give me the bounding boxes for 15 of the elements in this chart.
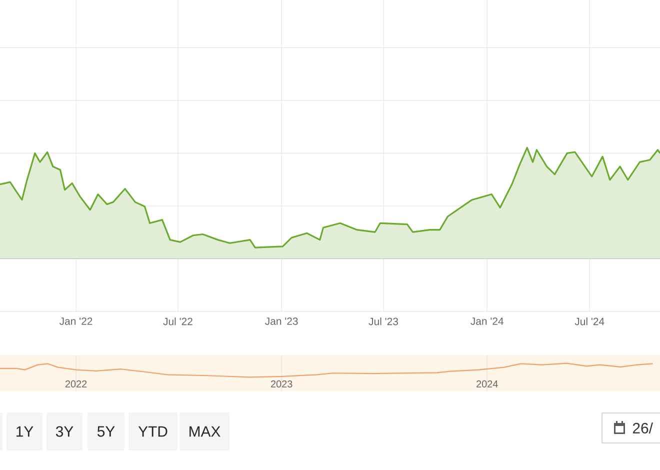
text: MAX — [190, 426, 220, 437]
text: 1Y — [16, 426, 34, 437]
x-tick-label: Jul '23 — [368, 318, 398, 326]
x-tick-label: Jan '23 — [265, 318, 298, 325]
x-tick-label: Jan '22 — [59, 318, 92, 325]
x-tick-label: Jan '24 — [470, 318, 504, 325]
x-tick-label: 2024 — [476, 380, 498, 388]
x-tick-label: Jul '24 — [574, 318, 604, 326]
text: YTD — [138, 426, 168, 437]
x-tick-label: Jul '22 — [163, 318, 192, 326]
text: 26/ — [632, 422, 653, 434]
x-tick-label: 2022 — [65, 380, 87, 388]
text: 5Y — [97, 426, 115, 437]
x-tick-label: 2023 — [271, 380, 292, 388]
text: 3Y — [56, 426, 74, 437]
